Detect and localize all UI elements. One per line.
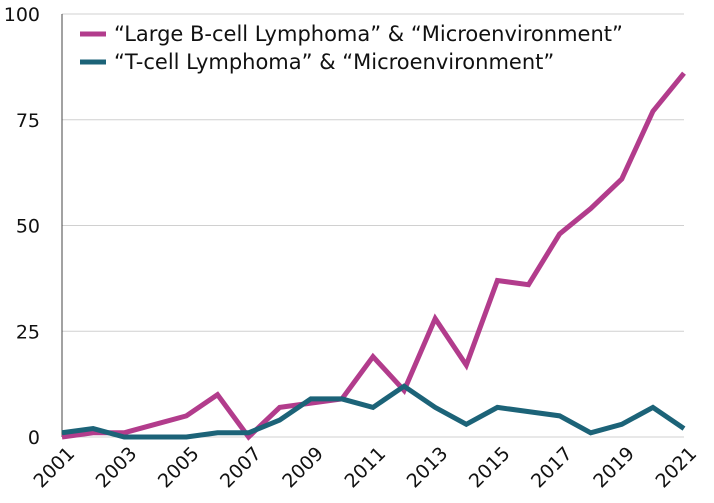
x-tick-label: 2005 — [154, 443, 204, 493]
data-point-series-2 — [588, 430, 593, 435]
data-point-series-1 — [215, 392, 220, 397]
x-tick-label: 2001 — [29, 443, 79, 493]
data-point-series-2 — [433, 405, 438, 410]
x-tick-label: 2021 — [651, 443, 701, 493]
data-point-series-1 — [650, 109, 655, 114]
data-point-series-1 — [184, 413, 189, 418]
data-point-series-2 — [402, 384, 407, 389]
data-point-series-1 — [588, 206, 593, 211]
data-point-series-1 — [557, 231, 562, 236]
x-tick-label: 2003 — [92, 443, 142, 493]
series-line-2 — [61, 383, 686, 440]
x-tick-label: 2013 — [403, 443, 453, 493]
data-point-series-2 — [184, 435, 189, 440]
data-point-series-2 — [650, 405, 655, 410]
grid-lines — [61, 13, 684, 438]
data-point-series-2 — [277, 418, 282, 423]
data-point-series-2 — [215, 430, 220, 435]
data-point-series-1 — [433, 316, 438, 321]
x-tick-label: 2015 — [465, 443, 515, 493]
legend-label-2: “T-cell Lymphoma” & “Microenvironment” — [114, 50, 554, 74]
data-point-series-2 — [246, 430, 251, 435]
data-point-series-2 — [495, 405, 500, 410]
data-point-series-2 — [526, 409, 531, 414]
y-tick-label: 100 — [4, 4, 40, 26]
data-point-series-1 — [464, 363, 469, 368]
series-line-1 — [61, 71, 686, 441]
data-point-series-2 — [464, 422, 469, 427]
data-point-series-2 — [153, 435, 158, 440]
data-point-series-1 — [153, 422, 158, 427]
x-tick-label: 2007 — [216, 443, 266, 493]
data-point-series-1 — [682, 71, 687, 76]
x-tick-label: 2017 — [527, 443, 577, 493]
x-tick-label: 2009 — [278, 443, 328, 493]
x-tick-label: 2011 — [340, 443, 390, 493]
y-axis-tick-labels: 0 25 50 75 100 — [4, 4, 40, 449]
data-point-series-1 — [277, 405, 282, 410]
y-tick-label: 0 — [28, 427, 40, 449]
x-tick-label: 2019 — [589, 443, 639, 493]
legend: “Large B-cell Lymphoma” & “Microenvironm… — [80, 22, 623, 74]
data-point-series-2 — [371, 405, 376, 410]
data-point-series-2 — [682, 426, 687, 431]
data-point-series-2 — [122, 435, 127, 440]
data-point-series-2 — [339, 396, 344, 401]
legend-label-1: “Large B-cell Lymphoma” & “Microenvironm… — [114, 22, 623, 46]
y-tick-label: 50 — [16, 216, 40, 238]
x-axis-tick-labels: 2001 2003 2005 2007 2009 2011 2013 2015 2017 2019… — [29, 443, 701, 493]
data-point-series-2 — [308, 396, 313, 401]
data-point-series-2 — [91, 426, 96, 431]
data-point-series-1 — [371, 354, 376, 359]
data-point-series-2 — [60, 430, 65, 435]
data-point-series-2 — [557, 413, 562, 418]
y-tick-label: 75 — [16, 110, 40, 132]
data-point-series-1 — [619, 176, 624, 181]
y-tick-label: 25 — [16, 321, 40, 343]
data-point-series-1 — [495, 278, 500, 283]
data-point-series-1 — [526, 282, 531, 287]
series-lines — [60, 71, 687, 441]
data-point-series-2 — [619, 422, 624, 427]
